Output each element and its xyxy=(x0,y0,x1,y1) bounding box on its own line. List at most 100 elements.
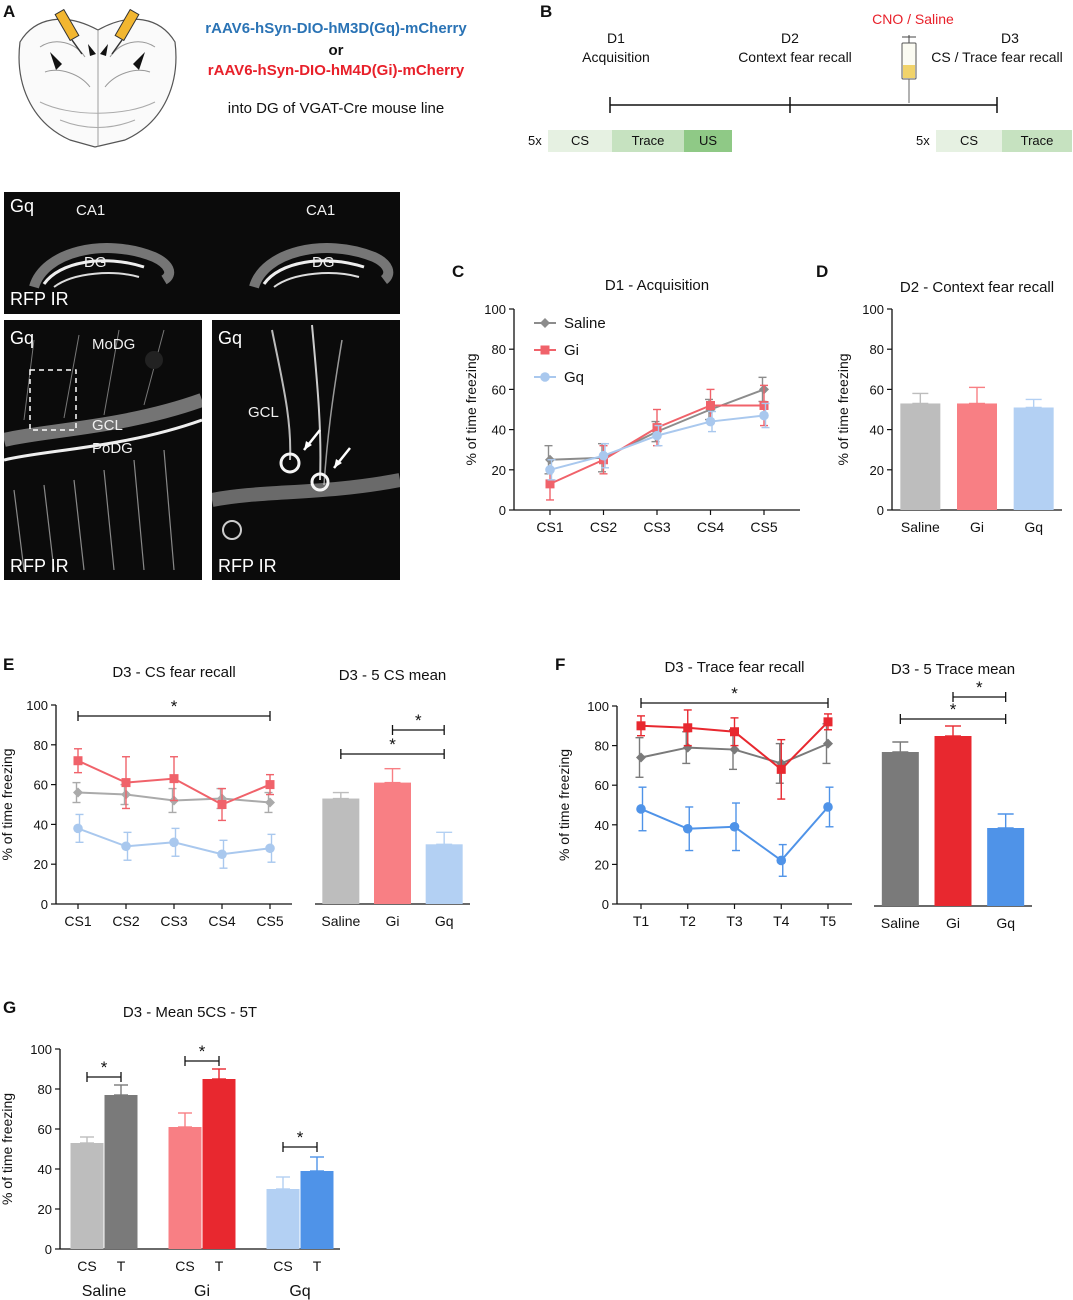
y-axis-title: % of time freezing xyxy=(0,1093,15,1205)
y-tick-label: 80 xyxy=(34,738,48,753)
y-tick-label: 80 xyxy=(38,1082,52,1097)
micro-top-ca1-left: CA1 xyxy=(76,202,106,219)
y-axis-title: % of time freezing xyxy=(556,749,572,861)
micrograph-granule-cells-zoom: Gq GCL RFP IR xyxy=(212,320,400,580)
x-tick-label: Gq xyxy=(996,915,1015,931)
series-saline-point xyxy=(636,752,646,763)
bar-gi-t xyxy=(202,1079,236,1249)
x-tick-label: T3 xyxy=(726,913,743,929)
x-tick-label: T xyxy=(313,1258,322,1274)
group-label: Gi xyxy=(194,1283,210,1300)
series-gi-point xyxy=(169,774,179,784)
panel-label-a: A xyxy=(3,2,16,21)
y-tick-label: 20 xyxy=(595,857,609,872)
group-label: Saline xyxy=(82,1283,127,1300)
series-saline-point xyxy=(823,738,833,749)
bar-gq xyxy=(987,828,1025,906)
y-tick-label: 20 xyxy=(38,1202,52,1217)
series-gq-point xyxy=(265,843,275,854)
acq-cs-block: CS xyxy=(548,130,612,152)
syringe-icon xyxy=(901,35,917,103)
bar-gi xyxy=(934,736,972,906)
injection-site-label: into DG of VGAT-Cre mouse line xyxy=(227,100,445,117)
group-label: Gq xyxy=(289,1283,310,1300)
y-axis-title: % of time freezing xyxy=(0,748,15,860)
series-gq-point xyxy=(73,823,83,834)
series-gi-point xyxy=(706,400,715,410)
y-tick-label: 80 xyxy=(870,342,884,357)
x-tick-label: T5 xyxy=(820,913,837,929)
bar-gq-cs xyxy=(266,1189,300,1249)
day3-name: CS / Trace fear recall xyxy=(931,49,1063,65)
acquisition-repeats: 5x xyxy=(528,133,542,148)
series-gi-point xyxy=(730,727,739,737)
micrograph-hippocampus-overview: Gq CA1 CA1 DG DG RFP IR xyxy=(4,192,400,314)
micro-bl-modg: MoDG xyxy=(92,336,136,353)
y-tick-label: 40 xyxy=(595,818,609,833)
series-gq-point xyxy=(636,804,646,814)
y-tick-label: 60 xyxy=(34,778,48,793)
x-tick-label: CS xyxy=(77,1258,96,1274)
x-tick-label: CS1 xyxy=(64,913,91,929)
series-gq-point xyxy=(682,823,693,834)
bar-saline xyxy=(322,798,360,904)
micro-top-title: Gq xyxy=(10,196,35,216)
bar-gi-cs xyxy=(168,1127,202,1249)
series-gq-point xyxy=(169,837,179,848)
significance-saline-gq-star: * xyxy=(389,735,396,754)
day3-label: D3 xyxy=(1001,30,1019,46)
bar-gq xyxy=(1013,407,1054,510)
x-tick-label: CS4 xyxy=(697,519,724,535)
significance-star: * xyxy=(731,684,738,703)
timeline xyxy=(609,35,998,113)
y-tick-label: 100 xyxy=(30,1042,52,1057)
y-tick-label: 0 xyxy=(41,897,48,912)
series-gq-point xyxy=(545,465,555,475)
y-tick-label: 60 xyxy=(595,778,609,793)
y-tick-label: 100 xyxy=(26,698,48,713)
panel-label-b: B xyxy=(540,2,553,21)
bar-saline-t xyxy=(104,1095,138,1249)
legend-label: Gi xyxy=(564,342,579,359)
micro-bl-stain: RFP IR xyxy=(10,556,69,576)
series-gq-point xyxy=(598,450,609,461)
y-tick-label: 0 xyxy=(877,503,884,518)
panel-label-c: C xyxy=(452,262,465,281)
y-tick-label: 40 xyxy=(870,423,884,438)
y-tick-label: 100 xyxy=(862,302,884,317)
chart-title: D3 - Mean 5CS - 5T xyxy=(123,1004,257,1021)
recall-trace-block: Trace xyxy=(1002,130,1072,152)
y-axis-title: % of time freezing xyxy=(835,353,851,465)
series-gi-point xyxy=(636,721,646,731)
bar-saline-cs xyxy=(70,1143,104,1249)
acq-us-block: US xyxy=(684,130,732,152)
micro-bl-gcl: GCL xyxy=(92,417,123,434)
legend-label: Gq xyxy=(564,369,584,386)
bar-gi xyxy=(374,782,411,904)
panel-label-f: F xyxy=(555,655,566,674)
x-tick-label: CS5 xyxy=(750,519,777,535)
micro-top-dg-right: DG xyxy=(312,254,335,271)
series-gq-point xyxy=(121,841,131,852)
y-tick-label: 60 xyxy=(492,382,506,397)
arrow-icon xyxy=(333,447,351,469)
series-gq-point xyxy=(759,410,769,421)
x-tick-label: CS5 xyxy=(256,913,283,929)
series-gi-point xyxy=(265,780,275,790)
panel-label-d: D xyxy=(816,262,829,281)
panel-label-e: E xyxy=(3,655,15,674)
micro-bl-podg: PoDG xyxy=(92,440,133,457)
x-tick-label: CS3 xyxy=(643,519,670,535)
y-tick-label: 100 xyxy=(587,699,609,714)
bar-gq-t xyxy=(300,1171,334,1249)
recall-repeats: 5x xyxy=(916,133,930,148)
y-tick-label: 60 xyxy=(38,1122,52,1137)
x-tick-label: Gi xyxy=(970,519,984,535)
bar-saline xyxy=(900,403,941,510)
virus-gq-label: rAAV6-hSyn-DIO-hM3D(Gq)-mCherry xyxy=(205,20,467,37)
chart-title: D2 - Context fear recall xyxy=(900,279,1054,296)
cno-saline-label: CNO / Saline xyxy=(872,11,954,27)
series-gq-point xyxy=(705,416,716,427)
day2-label: D2 xyxy=(781,30,799,46)
